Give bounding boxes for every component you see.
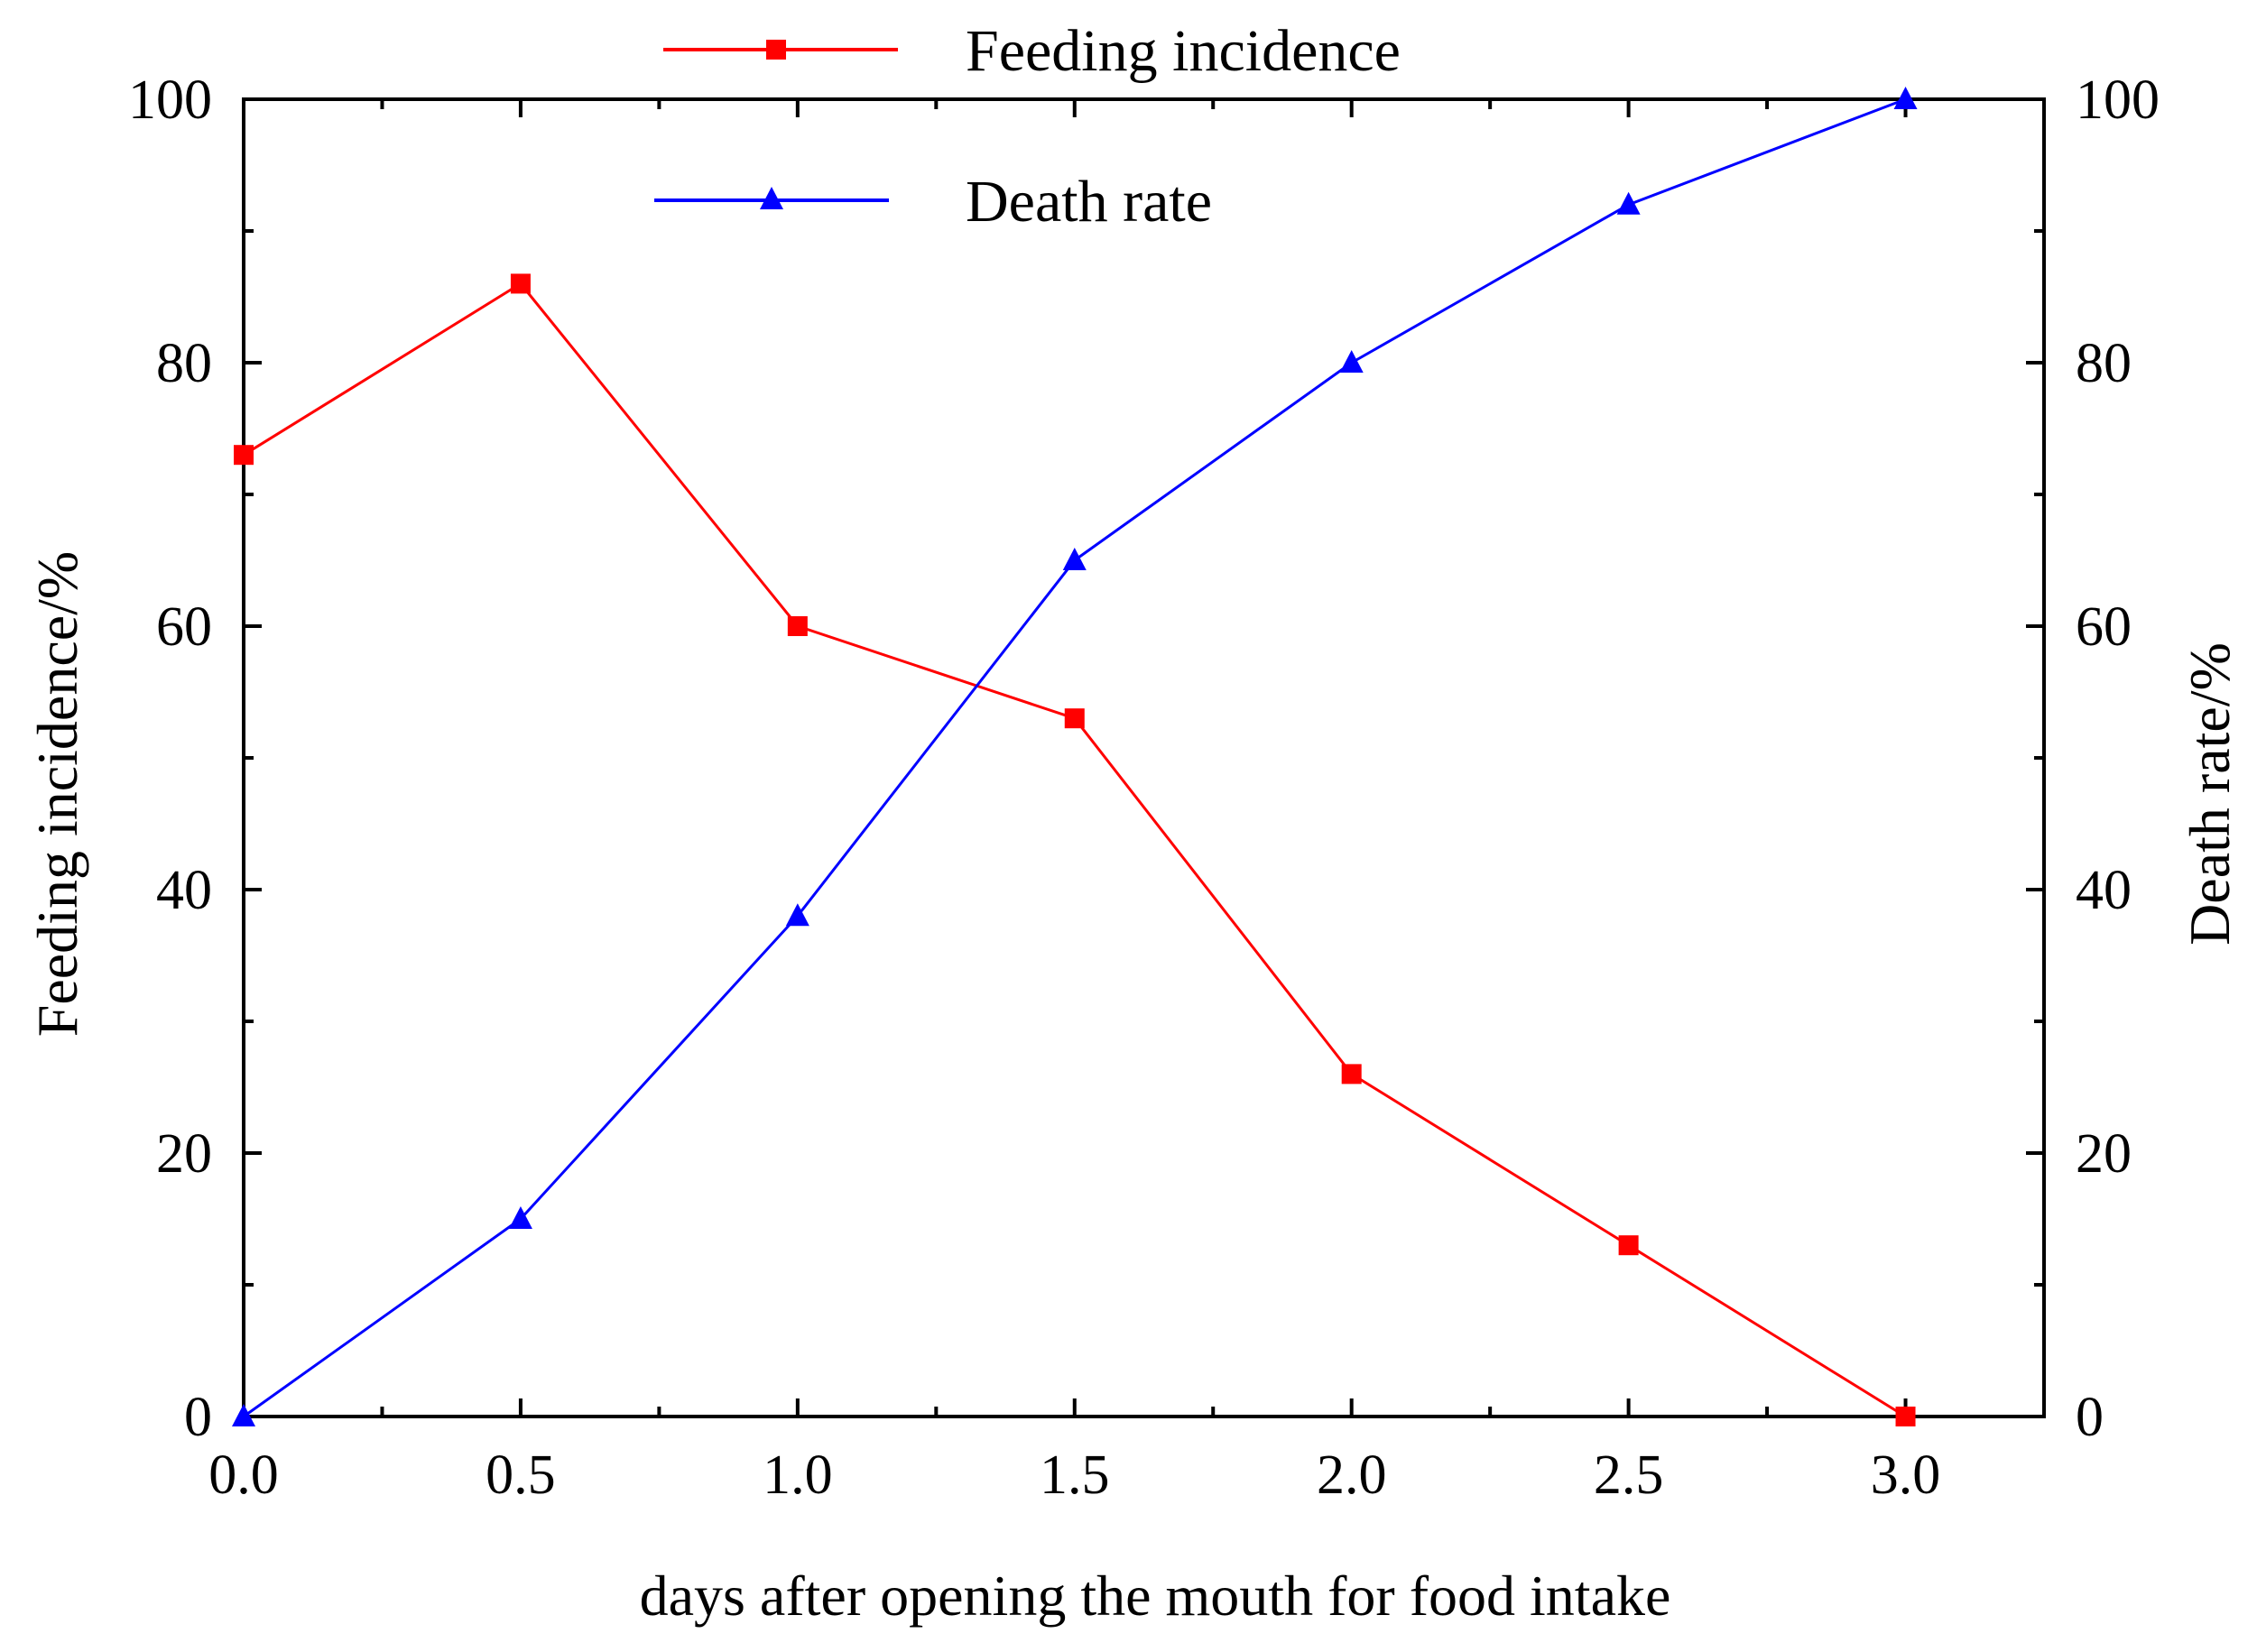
x-tick-label: 3.0 [1871, 1444, 1941, 1506]
death-rate-point [1062, 548, 1087, 570]
x-tick-label: 2.5 [1594, 1444, 1664, 1506]
y-left-tick-label: 100 [128, 69, 212, 131]
x-tick-label: 2.0 [1317, 1444, 1387, 1506]
y-right-tick-label: 80 [2076, 333, 2132, 394]
legend: Feeding incidence Death rate [654, 18, 1401, 235]
feeding-incidence-point [234, 445, 254, 466]
y-left-tick-label: 0 [184, 1387, 212, 1448]
y-left-tick-label: 40 [156, 860, 212, 921]
y-left-tick-label: 60 [156, 596, 212, 658]
y-right-tick-label: 100 [2076, 69, 2160, 131]
y-right-tick-label: 0 [2076, 1387, 2104, 1448]
y-axis-title-right: Death rate/% [2178, 642, 2242, 946]
x-tick-label: 0.5 [486, 1444, 556, 1506]
y-right-tick-label: 20 [2076, 1123, 2132, 1185]
legend-marker-death [760, 187, 783, 209]
y-right-tick-label: 40 [2076, 860, 2132, 921]
y-left-tick-label: 20 [156, 1123, 212, 1185]
feeding-incidence-point [510, 273, 531, 294]
death-rate-line [243, 97, 1907, 1418]
death-rate-point [1339, 350, 1364, 373]
feeding-incidence-point [1618, 1235, 1639, 1256]
series-layer [232, 87, 1918, 1426]
legend-marker-feeding [766, 40, 786, 60]
death-rate-point [1893, 87, 1918, 109]
tick-labels: 0.0 0.5 1.0 1.5 2.0 2.5 3.0 0 20 40 60 80 100 0 20 40 60… [128, 69, 2160, 1506]
feeding-incidence-point [787, 616, 808, 636]
y-left-tick-label: 80 [156, 333, 212, 394]
tick-marks [242, 97, 2044, 1418]
x-axis-title: days after opening the mouth for food in… [640, 1564, 1671, 1628]
plot-frame [242, 97, 2046, 1418]
x-tick-label: 1.5 [1040, 1444, 1110, 1506]
feeding-incidence-point [1341, 1064, 1362, 1084]
x-tick-label: 0.0 [208, 1444, 279, 1506]
legend-label-feeding: Feeding incidence [966, 18, 1401, 84]
feeding-incidence-line [243, 281, 1907, 1418]
feeding-incidence-point [1064, 708, 1085, 729]
death-rate-point [232, 1404, 255, 1426]
x-tick-label: 1.0 [763, 1444, 833, 1506]
feeding-incidence-point [1895, 1407, 1916, 1426]
y-right-tick-label: 60 [2076, 596, 2132, 658]
death-rate-point [785, 903, 809, 927]
legend-label-death: Death rate [966, 169, 1212, 235]
death-rate-point [508, 1206, 532, 1229]
y-axis-title-left: Feeding incidence/% [25, 551, 89, 1037]
death-rate-point [1616, 191, 1641, 215]
